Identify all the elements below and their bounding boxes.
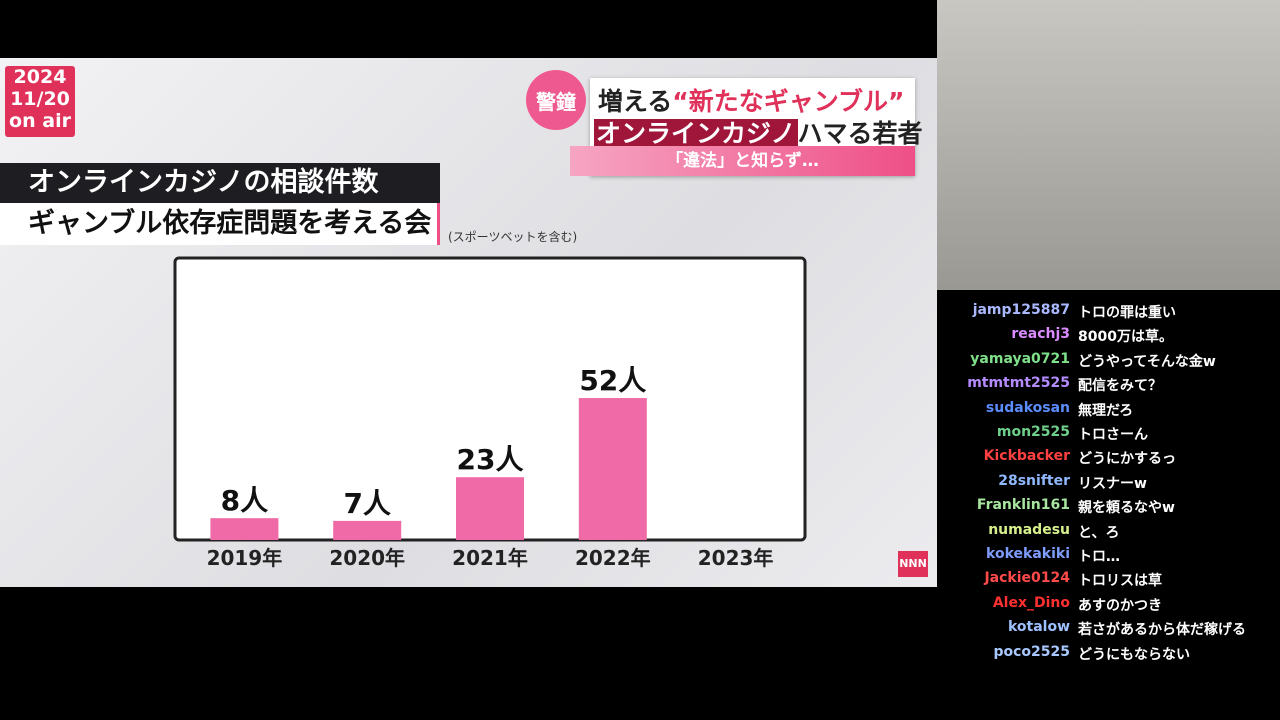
badge: 警鐘 — [526, 70, 586, 130]
highlight: オンラインカジノ — [594, 119, 798, 148]
username[interactable]: poco2525 — [993, 643, 1070, 660]
chat-message: reachj3 8000万は草。 — [938, 326, 1280, 348]
x-tick-label: 2022年 — [575, 546, 651, 570]
chat-message: kokekakiki トロ… — [938, 546, 1280, 568]
username[interactable]: mtmtmt2525 — [967, 375, 1070, 392]
headline: 増える“新たなギャンブル” オンラインカジノハマる若者 「違法」と知らず… — [570, 78, 923, 176]
username[interactable]: kokekakiki — [986, 546, 1070, 562]
message: トロ… — [1078, 549, 1120, 565]
message: 若さがあるから体だ稼げる — [1078, 622, 1246, 639]
date-box: 2024 11/20 on air — [5, 66, 75, 137]
message: あすのかつき — [1078, 597, 1162, 614]
note: (スポーツベットを含む) — [448, 230, 578, 244]
message: どうにかするっ — [1078, 451, 1176, 468]
chat-message: jamp125887 トロの罪は重い — [938, 302, 1280, 324]
headline-line1: 増える“新たなギャンブル” — [598, 82, 904, 118]
bar — [456, 477, 524, 540]
chat-message: sudakosan 無理だろ — [938, 400, 1280, 422]
webcam — [937, 0, 1280, 290]
chat-message: Franklin161 親を頼るなやw — [938, 497, 1280, 519]
message: 配信をみて？ — [1078, 378, 1162, 395]
chart-title: オンラインカジノの相談件数 — [0, 163, 440, 203]
message: 8000万は草。 — [1078, 329, 1173, 346]
value-label: 23人 — [457, 443, 524, 476]
username[interactable]: 28snifter — [998, 472, 1070, 489]
message: トロリスは草 — [1078, 573, 1162, 590]
username[interactable]: reachj3 — [1011, 326, 1070, 343]
chat-message: Alex_Dino あすのかつき — [938, 595, 1280, 617]
username[interactable]: Jackie0124 — [984, 570, 1070, 587]
chart: 2019年 8人 2020年 7人 2021年 23人 2022年 52人 2023年 — [173, 256, 807, 570]
username[interactable]: numadesu — [988, 521, 1070, 538]
message: トロの罪は重い — [1078, 305, 1176, 321]
value-label: 7人 — [343, 487, 390, 520]
username[interactable]: Kickbacker — [983, 448, 1070, 465]
chat-message: Jackie0124 トロリスは草 — [938, 570, 1280, 592]
year: 2024 — [13, 66, 67, 88]
username[interactable]: Alex_Dino — [992, 594, 1070, 611]
chat-message: numadesu と、ろ — [938, 522, 1280, 544]
broadcast: 2024 11/20 on air 警鐘 増える“新たなギャンブル” オンライン… — [0, 58, 937, 587]
value-label: 8人 — [221, 484, 268, 517]
source: ギャンブル依存症問題を考える会 — [0, 203, 440, 245]
username[interactable]: jamp125887 — [972, 302, 1070, 318]
username[interactable]: sudakosan — [985, 399, 1070, 416]
headline-line2: オンラインカジノハマる若者 — [594, 114, 923, 150]
username[interactable]: Franklin161 — [976, 497, 1070, 514]
bar — [210, 518, 279, 540]
bar — [578, 398, 647, 540]
username[interactable]: kotalow — [1007, 619, 1070, 636]
headline-line3: 「違法」と知らず… — [570, 146, 915, 176]
message: 無理だろ — [1078, 402, 1134, 419]
message: どうやってそんな金w — [1078, 353, 1216, 370]
message: 親を頼るなやw — [1078, 500, 1175, 517]
message: リスナーw — [1078, 475, 1147, 492]
onair: on air — [9, 110, 71, 132]
chat-message: poco2525 どうにもならない — [938, 644, 1280, 666]
username[interactable]: yamaya0721 — [970, 350, 1070, 367]
value-label: 52人 — [579, 364, 646, 397]
quote: “新たなギャンブル” — [672, 87, 905, 116]
chat-message: kotalow 若さがあるから体だ稼げる — [938, 619, 1280, 641]
day: 11/20 — [10, 88, 70, 110]
logo: NNN — [898, 551, 928, 577]
message: トロさーん — [1078, 427, 1148, 443]
lead: 増える — [598, 87, 673, 116]
x-tick-label: 2021年 — [452, 546, 528, 570]
chat-message: Kickbacker どうにかするっ — [938, 448, 1280, 470]
chat-message: 28snifter リスナーw — [938, 473, 1280, 495]
chat-message: mtmtmt2525 配信をみて？ — [938, 375, 1280, 397]
chat-message: mon2525 トロさーん — [938, 424, 1280, 446]
chat-message: yamaya0721 どうやってそんな金w — [938, 351, 1280, 373]
message: と、ろ — [1078, 524, 1120, 541]
username[interactable]: mon2525 — [996, 424, 1070, 440]
bar — [333, 520, 402, 540]
x-tick-label: 2023年 — [698, 546, 774, 570]
message: どうにもならない — [1078, 646, 1190, 663]
rest: ハマる若者 — [797, 119, 923, 148]
x-tick-label: 2019年 — [207, 546, 283, 570]
x-tick-label: 2020年 — [329, 546, 405, 570]
